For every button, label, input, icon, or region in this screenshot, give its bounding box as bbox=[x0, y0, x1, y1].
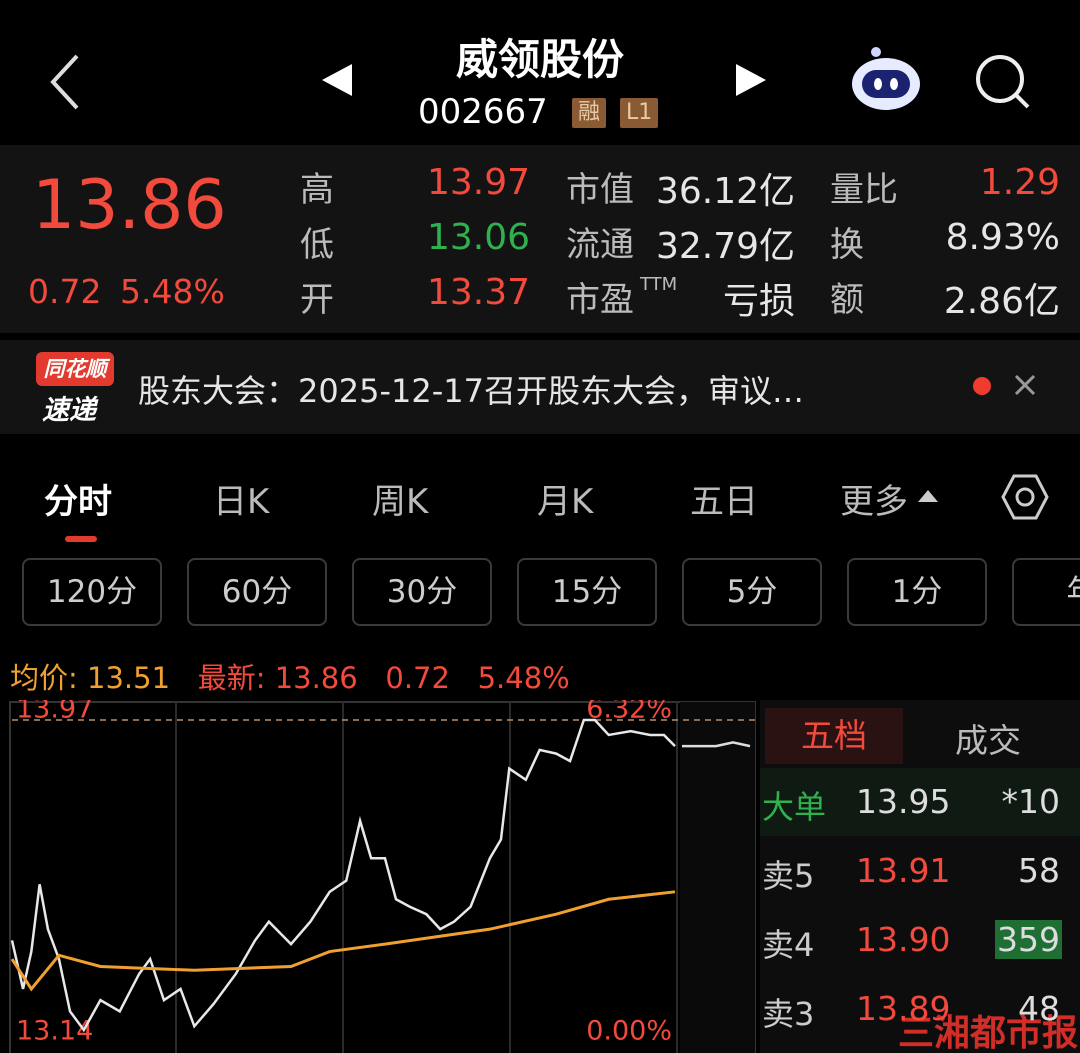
stat-value: 1.29 bbox=[979, 162, 1060, 203]
avg-value: 13.51 bbox=[87, 661, 171, 695]
assistant-icon[interactable] bbox=[850, 46, 922, 112]
tab[interactable]: 分时 bbox=[44, 482, 112, 522]
last-price: 13.86 bbox=[32, 166, 227, 245]
period-button[interactable]: 1分 bbox=[847, 558, 987, 626]
quote-panel bbox=[0, 145, 1080, 333]
y2-tick-label: 6.32% bbox=[586, 700, 672, 725]
stat-label: 市值 bbox=[566, 170, 634, 210]
tab[interactable]: 周K bbox=[372, 482, 429, 522]
badge: L1 bbox=[620, 98, 659, 128]
prev-stock[interactable] bbox=[318, 62, 354, 98]
settings[interactable] bbox=[1000, 472, 1050, 522]
stat-value: 32.79亿 bbox=[655, 226, 795, 267]
big-order-row bbox=[760, 768, 1080, 836]
row-price: 13.89 bbox=[856, 989, 951, 1028]
change-pct: 5.48% bbox=[477, 661, 570, 695]
stat-value: 13.97 bbox=[426, 162, 530, 203]
period-button[interactable]: 60分 bbox=[187, 558, 327, 626]
period-button[interactable]: 120分 bbox=[22, 558, 162, 626]
news-brand: 同花顺 bbox=[36, 352, 114, 386]
chart-legend: 均价: 13.51 最新: 13.86 0.72 5.48% bbox=[10, 655, 570, 697]
more-arrow bbox=[918, 490, 938, 502]
orderbook-tab[interactable]: 五档 bbox=[765, 708, 903, 764]
tab[interactable]: 更多 bbox=[840, 482, 908, 522]
watermark: 三湘都市报 bbox=[898, 1013, 1079, 1053]
change-pct: 5.48% bbox=[120, 272, 225, 311]
news-bar[interactable] bbox=[0, 340, 1080, 434]
stock-code: 002667 bbox=[418, 92, 548, 132]
news-text: 股东大会：2025-12-17召开股东大会，审议… bbox=[138, 372, 804, 410]
stat-label: 流通 bbox=[566, 225, 634, 265]
period-button[interactable]: 5分 bbox=[682, 558, 822, 626]
stat-label: 额 bbox=[830, 280, 864, 320]
stat-label: 低 bbox=[300, 225, 334, 265]
news-brand: 速递 bbox=[42, 395, 96, 426]
period-button[interactable]: 30分 bbox=[352, 558, 492, 626]
stat-label: 量比 bbox=[830, 170, 898, 210]
row-label: 卖5 bbox=[762, 857, 815, 895]
avg-label: 均价: bbox=[10, 661, 78, 695]
orderbook-tab[interactable]: 成交 bbox=[955, 721, 1021, 760]
price-line bbox=[10, 718, 676, 1033]
period-button[interactable]: 年 bbox=[1012, 558, 1080, 626]
tab[interactable]: 月K bbox=[537, 482, 594, 522]
tab[interactable]: 日K bbox=[213, 482, 270, 522]
tab-indicator bbox=[65, 536, 97, 542]
row-price: 13.91 bbox=[856, 851, 951, 890]
search-button[interactable] bbox=[972, 52, 1034, 112]
y-tick-label: 13.14 bbox=[16, 1016, 93, 1047]
row-label: 卖4 bbox=[762, 926, 815, 964]
stat-value: 13.37 bbox=[426, 272, 530, 313]
stat-value: 亏损 bbox=[722, 281, 795, 322]
row-volume: 48 bbox=[1018, 989, 1060, 1028]
stat-value: 2.86亿 bbox=[943, 281, 1060, 322]
stat-label: 市盈 bbox=[566, 280, 634, 320]
stat-value: 36.12亿 bbox=[655, 171, 795, 212]
row-label: 卖3 bbox=[762, 995, 815, 1033]
news-close[interactable] bbox=[970, 372, 1040, 400]
stat-value: 13.06 bbox=[426, 217, 530, 258]
stat-label: 高 bbox=[300, 170, 334, 210]
next-stock[interactable] bbox=[734, 62, 770, 98]
back-button[interactable] bbox=[45, 50, 85, 114]
period-button[interactable]: 15分 bbox=[517, 558, 657, 626]
y2-tick-label: 0.00% bbox=[586, 1016, 672, 1047]
intraday-chart: 13.97 13.14 6.32% 0.00% bbox=[9, 700, 756, 1053]
change: 0.72 bbox=[385, 661, 450, 695]
stat-label: 开 bbox=[300, 280, 334, 320]
row-label: 大单 bbox=[762, 788, 827, 826]
row-price: 13.95 bbox=[856, 782, 951, 821]
last-label: 最新: bbox=[197, 661, 266, 695]
price-line bbox=[10, 890, 676, 992]
row-price: 13.90 bbox=[856, 920, 951, 959]
change: 0.72 bbox=[28, 272, 102, 311]
after-hours-line bbox=[682, 741, 751, 748]
row-volume: 58 bbox=[1018, 851, 1060, 890]
stock-name: 威领股份 bbox=[455, 35, 624, 84]
row-volume: 359 bbox=[995, 920, 1062, 959]
badge: 融 bbox=[572, 98, 607, 128]
stat-label: 换 bbox=[830, 225, 864, 265]
y-tick-label: 13.97 bbox=[16, 700, 93, 725]
stat-sup: TTM bbox=[640, 274, 678, 295]
stat-value: 8.93% bbox=[945, 217, 1060, 258]
tab[interactable]: 五日 bbox=[690, 482, 758, 522]
last-value: 13.86 bbox=[274, 661, 358, 695]
row-volume: *10 bbox=[1001, 782, 1061, 821]
